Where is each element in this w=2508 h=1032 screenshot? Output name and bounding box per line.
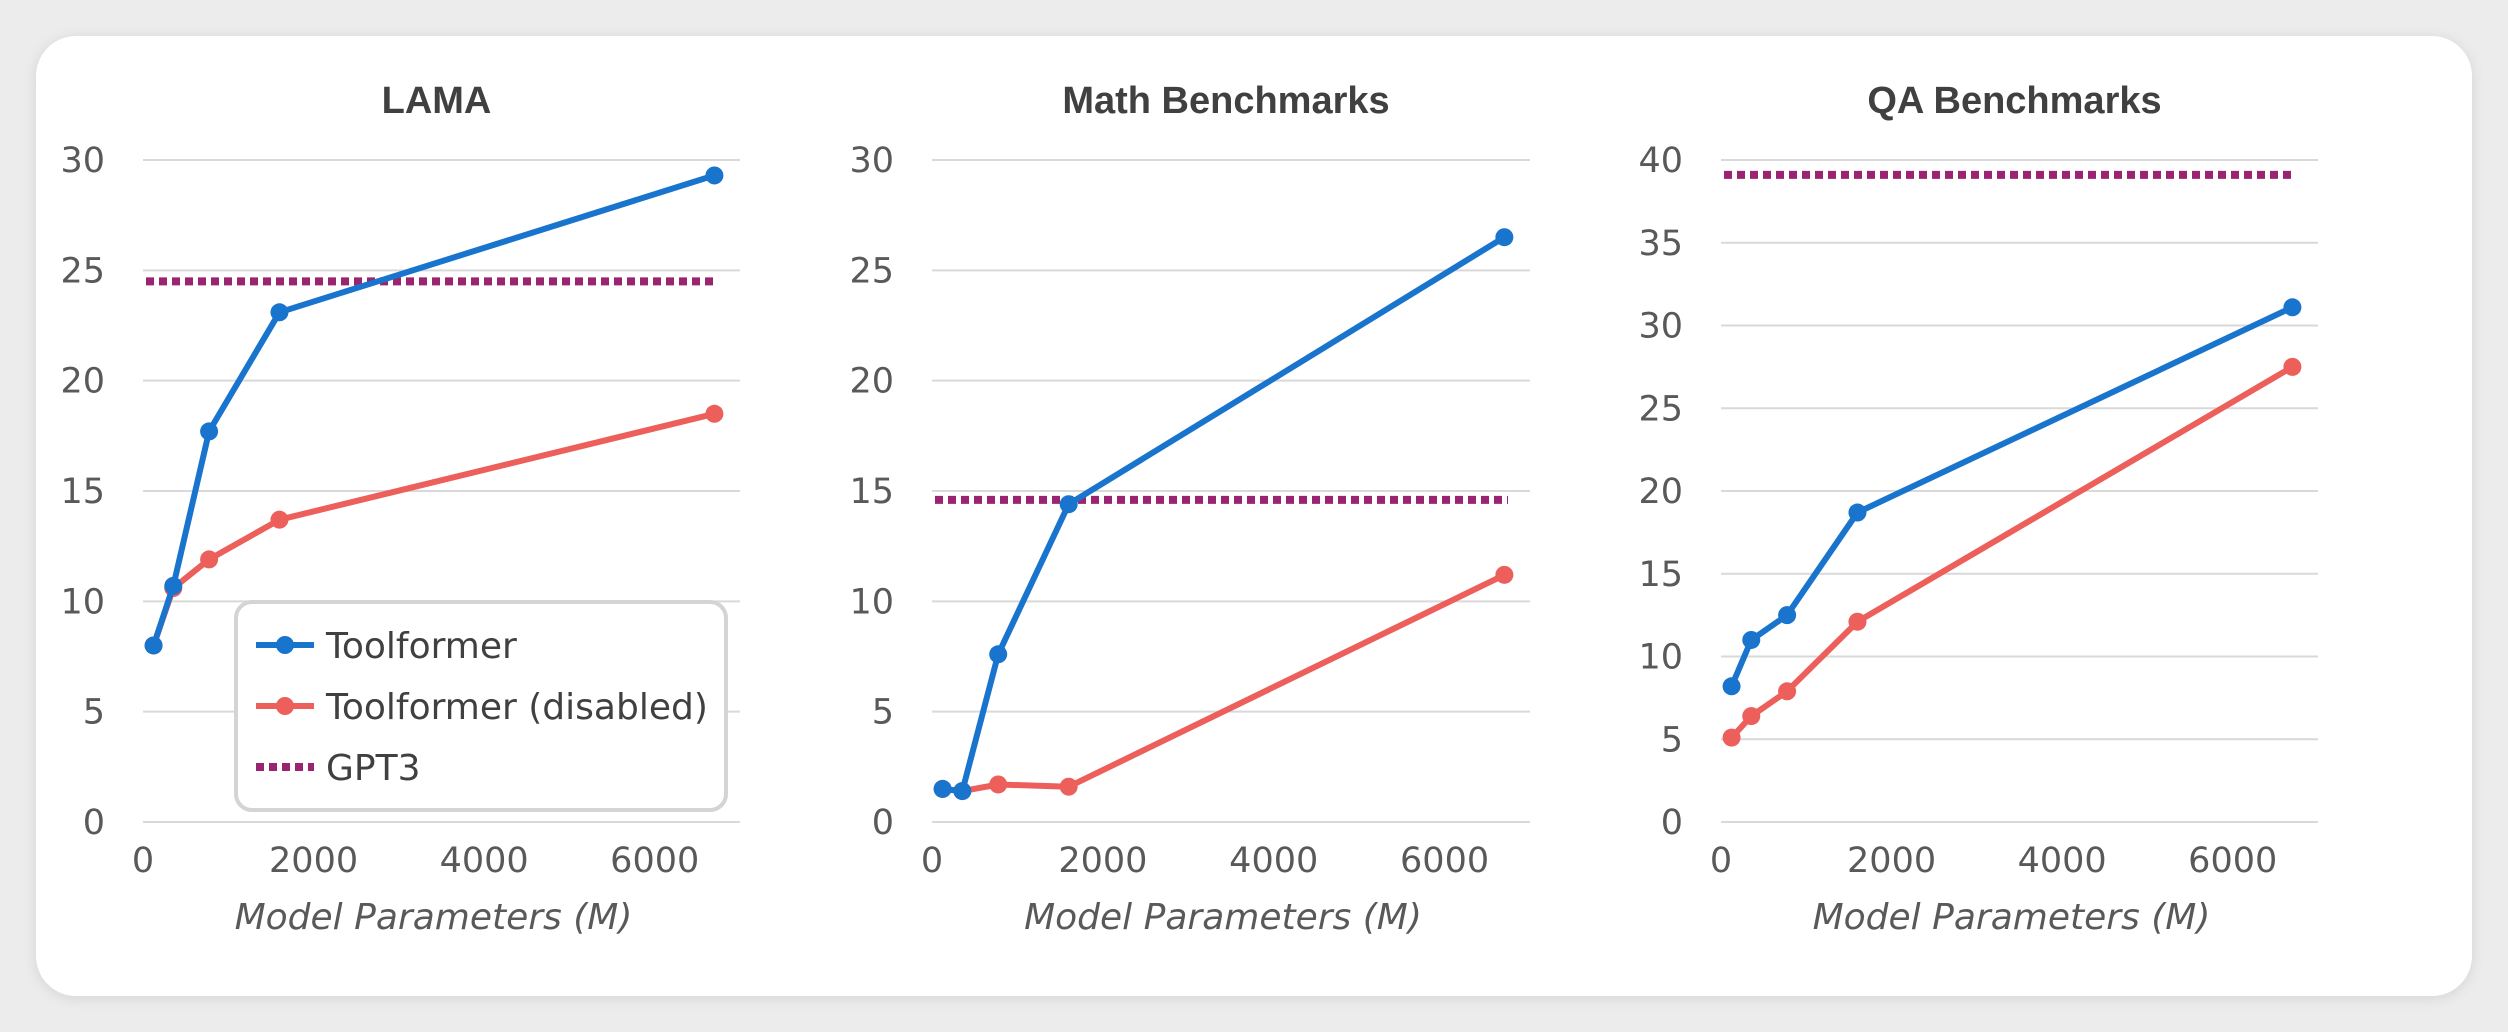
y-tick-label: 40 bbox=[1638, 141, 1683, 181]
x-axis-label: Model Parameters (M) bbox=[1024, 897, 1422, 938]
data-point-toolformer bbox=[164, 576, 183, 595]
y-tick-label: 30 bbox=[849, 141, 894, 181]
y-tick-label: 20 bbox=[60, 362, 105, 402]
y-tick-label: 20 bbox=[1638, 472, 1683, 512]
legend-label-gpt3: GPT3 bbox=[326, 748, 421, 789]
data-point-toolformer-disabled bbox=[1778, 682, 1797, 701]
chart-title: QA Benchmarks bbox=[1867, 80, 2161, 122]
chart-title: LAMA bbox=[382, 80, 492, 122]
y-tick-label: 10 bbox=[1638, 638, 1683, 678]
y-tick-label: 30 bbox=[60, 141, 105, 181]
data-point-toolformer bbox=[1059, 495, 1078, 514]
series-line-toolformer bbox=[150, 172, 718, 649]
y-tick-label: 5 bbox=[1661, 720, 1683, 760]
y-tick-label: 15 bbox=[1638, 555, 1683, 595]
data-point-toolformer-disabled bbox=[1495, 565, 1514, 584]
data-point-toolformer-disabled bbox=[705, 404, 724, 423]
y-tick-label: 5 bbox=[872, 693, 894, 733]
x-tick-label: 6000 bbox=[610, 841, 699, 881]
data-point-toolformer bbox=[2283, 298, 2302, 317]
series-line-toolformer-disabled bbox=[1728, 363, 2296, 741]
x-tick-label: 2000 bbox=[1847, 841, 1936, 881]
data-point-toolformer bbox=[1742, 630, 1761, 649]
data-point-toolformer bbox=[933, 779, 952, 798]
data-point-toolformer-disabled bbox=[1722, 728, 1741, 747]
legend-box bbox=[234, 600, 728, 812]
series-line-toolformer bbox=[939, 234, 1508, 795]
y-tick-label: 30 bbox=[1638, 307, 1683, 347]
legend-label-toolformer-disabled: Toolformer (disabled) bbox=[325, 687, 708, 728]
data-point-toolformer bbox=[989, 645, 1008, 664]
y-tick-label: 15 bbox=[60, 472, 105, 512]
data-point-toolformer bbox=[144, 636, 163, 655]
chart-panel-qa-benchmarks: 0 5 10 15 20 25 30 35 40 0 2000 4000 6000 QA Benchmar… bbox=[1638, 80, 2318, 938]
x-tick-label: 6000 bbox=[2188, 841, 2277, 881]
chart-title: Math Benchmarks bbox=[1062, 80, 1389, 122]
series-line-toolformer-disabled bbox=[939, 571, 1508, 795]
series-line-toolformer bbox=[1728, 304, 2296, 690]
y-tick-label: 20 bbox=[849, 362, 894, 402]
data-point-toolformer-disabled bbox=[1848, 612, 1867, 631]
y-tick-label: 25 bbox=[849, 251, 894, 291]
data-point-toolformer bbox=[953, 782, 972, 801]
x-tick-label: 0 bbox=[921, 841, 943, 881]
data-point-toolformer bbox=[1722, 677, 1741, 696]
data-point-toolformer bbox=[705, 166, 724, 185]
y-tick-label: 25 bbox=[60, 251, 105, 291]
y-tick-label: 0 bbox=[83, 803, 105, 843]
y-tick-label: 35 bbox=[1638, 224, 1683, 264]
data-point-toolformer-disabled bbox=[1742, 707, 1761, 726]
data-point-toolformer bbox=[270, 303, 289, 322]
y-tick-label: 10 bbox=[60, 582, 105, 622]
x-tick-label: 2000 bbox=[269, 841, 358, 881]
x-tick-label: 0 bbox=[1710, 841, 1732, 881]
data-point-toolformer-disabled bbox=[1059, 777, 1078, 796]
data-point-toolformer-disabled bbox=[989, 775, 1008, 794]
data-point-toolformer-disabled bbox=[270, 510, 289, 529]
legend: Toolformer Toolformer (disabled) GPT3 bbox=[234, 600, 728, 812]
y-tick-label: 0 bbox=[872, 803, 894, 843]
legend-marker-toolformer-disabled bbox=[276, 697, 294, 715]
y-tick-label: 25 bbox=[1638, 389, 1683, 429]
y-tick-label: 5 bbox=[83, 693, 105, 733]
legend-label-toolformer: Toolformer bbox=[325, 626, 517, 667]
chart-panel-lama: 0 5 10 15 20 25 30 0 2000 4000 6000 LAMA Model Param… bbox=[60, 80, 740, 938]
data-point-toolformer bbox=[1778, 606, 1797, 625]
y-tick-label: 10 bbox=[849, 582, 894, 622]
x-tick-label: 4000 bbox=[1229, 841, 1318, 881]
data-point-toolformer bbox=[1848, 503, 1867, 522]
x-tick-label: 6000 bbox=[1400, 841, 1489, 881]
chart-panel-math-benchmarks: 0 5 10 15 20 25 30 0 2000 4000 6000 Math Benchmarks… bbox=[849, 80, 1530, 938]
x-tick-label: 4000 bbox=[440, 841, 529, 881]
data-point-toolformer-disabled bbox=[2283, 357, 2302, 376]
x-tick-label: 4000 bbox=[2018, 841, 2107, 881]
data-point-toolformer bbox=[200, 422, 219, 441]
x-tick-label: 0 bbox=[132, 841, 154, 881]
legend-marker-toolformer bbox=[276, 636, 294, 654]
y-tick-label: 0 bbox=[1661, 803, 1683, 843]
y-tick-label: 15 bbox=[849, 472, 894, 512]
x-axis-label: Model Parameters (M) bbox=[1813, 897, 2211, 938]
x-axis-label: Model Parameters (M) bbox=[235, 897, 633, 938]
chart-card bbox=[36, 36, 2472, 996]
x-tick-label: 2000 bbox=[1058, 841, 1147, 881]
data-point-toolformer-disabled bbox=[200, 550, 219, 569]
data-point-toolformer bbox=[1495, 228, 1514, 247]
